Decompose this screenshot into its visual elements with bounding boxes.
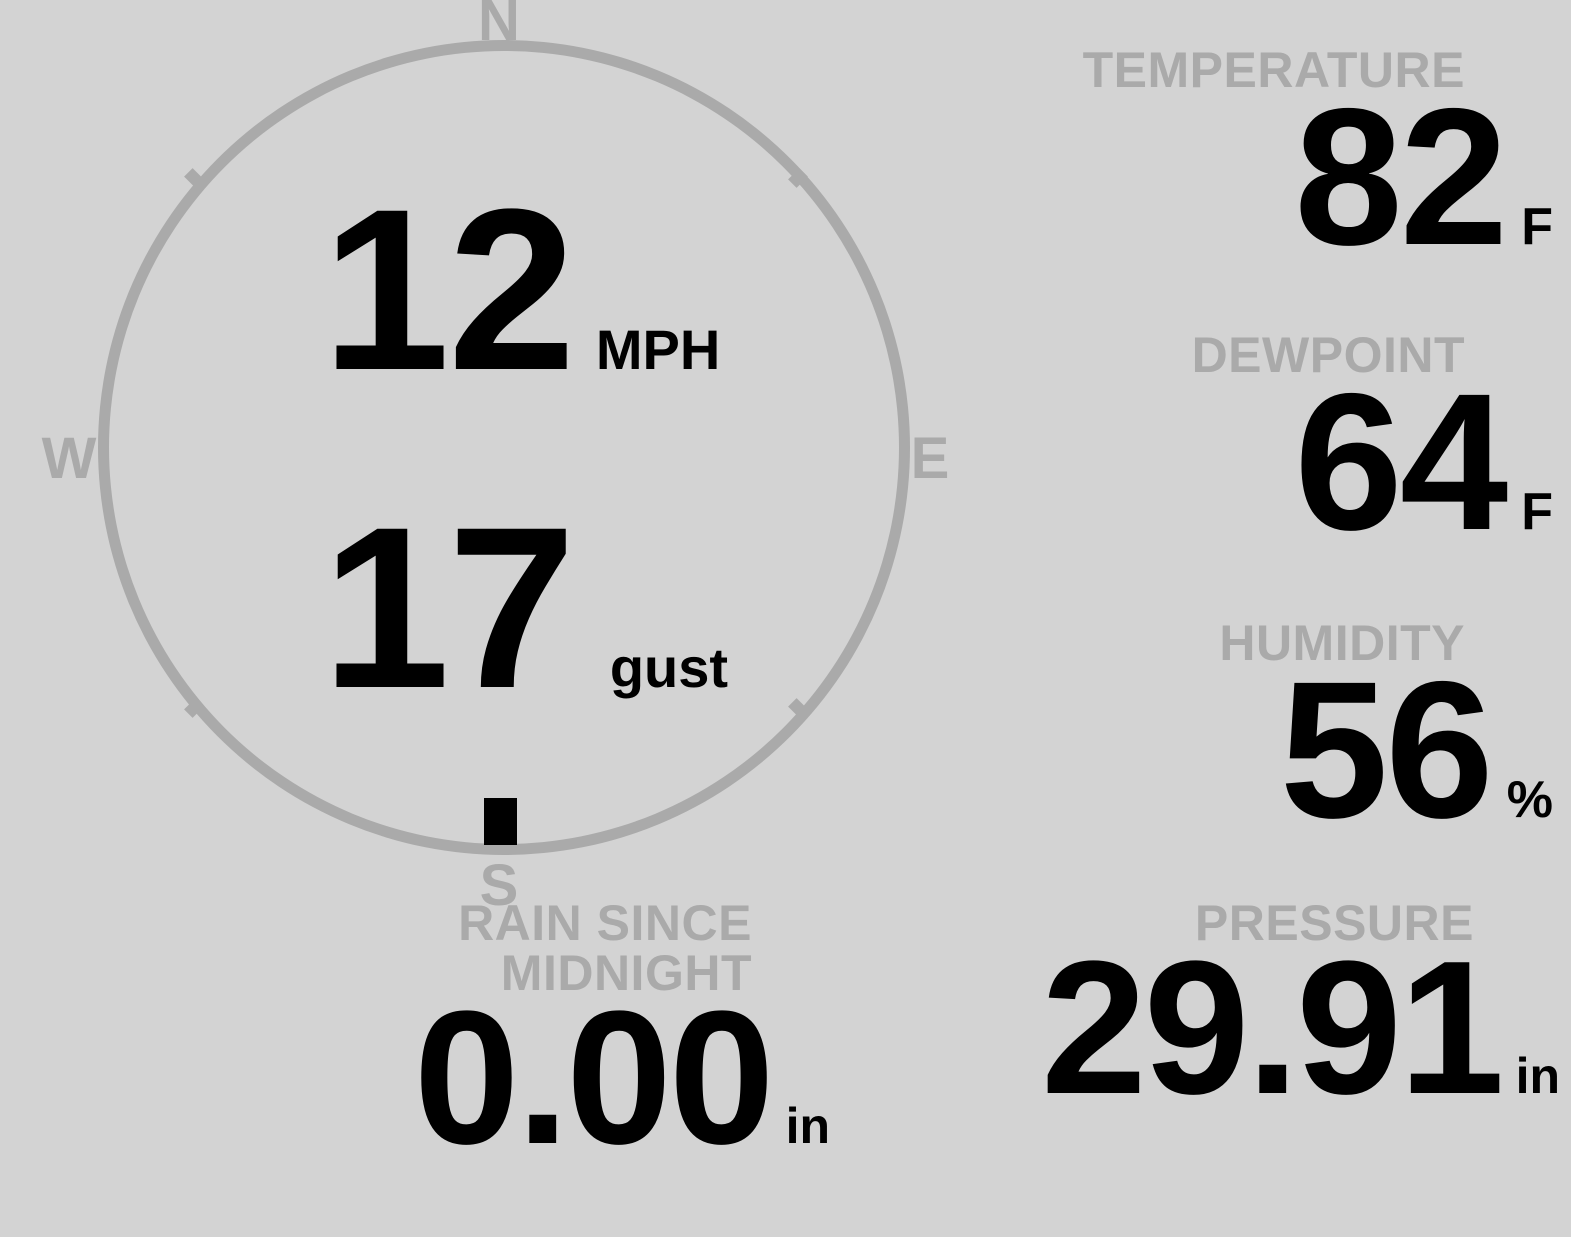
wind-direction-marker-icon bbox=[484, 798, 517, 845]
wind-gust-value: 17 bbox=[322, 479, 576, 736]
metric-rain-readout: 0.00 in bbox=[230, 972, 830, 1184]
wind-gust-unit: gust bbox=[609, 636, 729, 699]
wind-speed-unit: MPH bbox=[595, 318, 721, 381]
metric-rain-value: 0.00 bbox=[413, 972, 775, 1184]
compass-label-south: S bbox=[479, 853, 519, 918]
wind-compass: N E S W 12 MPH 17 gust bbox=[0, 0, 1000, 920]
metric-dewpoint-unit: F bbox=[1521, 483, 1553, 541]
metric-dewpoint-value: 64 bbox=[1294, 353, 1508, 571]
metric-pressure-label: PRESSURE bbox=[1194, 895, 1474, 951]
metric-dewpoint: DEWPOINT 64 F bbox=[993, 327, 1553, 571]
metric-humidity-unit: % bbox=[1506, 771, 1553, 829]
compass-label-north: N bbox=[478, 0, 520, 53]
metric-dewpoint-label: DEWPOINT bbox=[1191, 327, 1465, 383]
metric-temperature-value: 82 bbox=[1294, 68, 1508, 286]
wind-gust-readout: 17 gust bbox=[322, 479, 729, 736]
metric-humidity-label: HUMIDITY bbox=[1219, 615, 1465, 671]
metric-rain-unit: in bbox=[785, 1098, 830, 1154]
compass-label-east: E bbox=[910, 426, 950, 491]
metric-humidity-value: 56 bbox=[1279, 641, 1494, 859]
metric-temperature-readout: 82 F bbox=[993, 68, 1553, 286]
metric-pressure: PRESSURE 29.91 in bbox=[880, 895, 1560, 1134]
metric-rain-since-midnight: RAIN SINCE MIDNIGHT 0.00 in bbox=[230, 895, 830, 1184]
metric-temperature: TEMPERATURE 82 F bbox=[993, 42, 1553, 286]
metric-humidity-readout: 56 % bbox=[993, 641, 1553, 859]
metric-pressure-value: 29.91 bbox=[1041, 922, 1504, 1134]
metric-pressure-readout: 29.91 in bbox=[880, 922, 1560, 1134]
compass-ring bbox=[98, 40, 910, 855]
metric-rain-label: RAIN SINCE MIDNIGHT bbox=[458, 895, 752, 1001]
metric-temperature-label: TEMPERATURE bbox=[1082, 42, 1465, 98]
metric-pressure-unit: in bbox=[1515, 1048, 1560, 1104]
metric-dewpoint-readout: 64 F bbox=[993, 353, 1553, 571]
compass-label-west: W bbox=[41, 426, 97, 491]
wind-speed-value: 12 bbox=[322, 161, 576, 418]
metric-temperature-unit: F bbox=[1521, 198, 1553, 256]
wind-speed-readout: 12 MPH bbox=[322, 161, 721, 418]
metric-humidity: HUMIDITY 56 % bbox=[993, 615, 1553, 859]
